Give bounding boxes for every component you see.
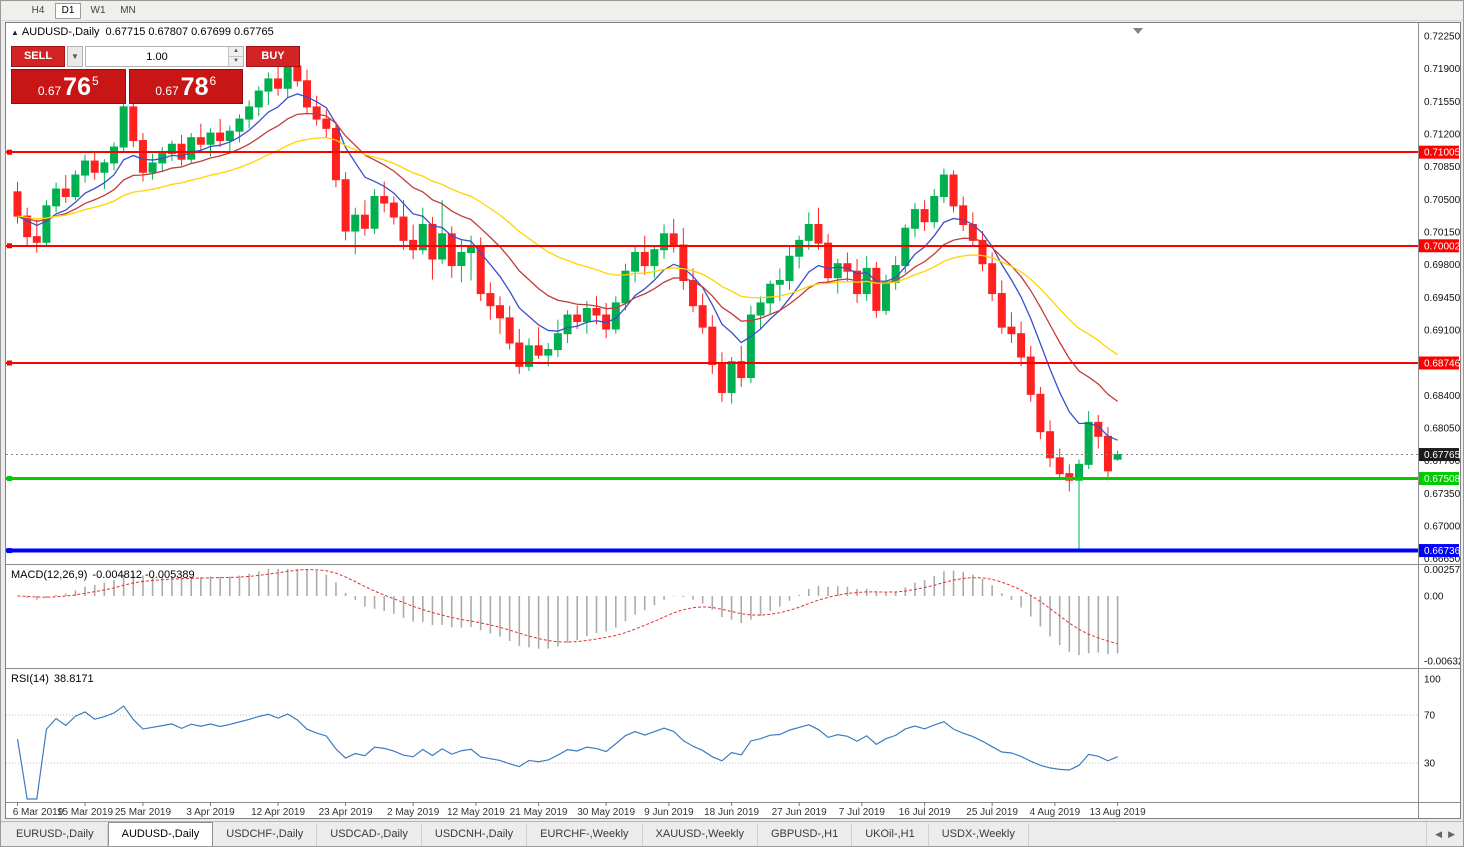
svg-text:-0.006326: -0.006326 [1424, 657, 1460, 668]
svg-text:27 Jun 2019: 27 Jun 2019 [772, 807, 827, 818]
svg-text:0.69450: 0.69450 [1424, 293, 1460, 304]
macd-values: -0.004812 -0.005389 [92, 569, 195, 581]
svg-text:100: 100 [1424, 675, 1441, 686]
chart-tab-usdcnh-daily[interactable]: USDCNH-,Daily [422, 824, 528, 846]
svg-text:3 Apr 2019: 3 Apr 2019 [186, 807, 235, 818]
svg-text:0.68746: 0.68746 [1424, 358, 1460, 369]
svg-text:25 Jul 2019: 25 Jul 2019 [966, 807, 1018, 818]
chart-tab-xauusd-weekly[interactable]: XAUUSD-,Weekly [643, 824, 758, 846]
chart-tab-eurchf-weekly[interactable]: EURCHF-,Weekly [527, 824, 643, 846]
svg-text:6 Mar 2019: 6 Mar 2019 [13, 807, 64, 818]
sell-button[interactable]: SELL [11, 46, 65, 67]
svg-text:25 Mar 2019: 25 Mar 2019 [115, 807, 172, 818]
svg-text:0.66736: 0.66736 [1424, 546, 1460, 557]
svg-text:2 May 2019: 2 May 2019 [387, 807, 440, 818]
tab-scroll-controls: ◀ ▶ [1426, 822, 1463, 846]
svg-text:0.72250: 0.72250 [1424, 32, 1460, 43]
svg-text:7 Jul 2019: 7 Jul 2019 [839, 807, 886, 818]
svg-text:12 May 2019: 12 May 2019 [447, 807, 505, 818]
svg-text:0.002574: 0.002574 [1424, 565, 1460, 576]
svg-text:0.70850: 0.70850 [1424, 162, 1460, 173]
chart-tab-usdx-weekly[interactable]: USDX-,Weekly [929, 824, 1029, 846]
volume-up-icon[interactable]: ▲ [229, 47, 243, 56]
svg-text:0.68050: 0.68050 [1424, 423, 1460, 434]
chart-symbol-label: AUDUSD-,Daily [21, 26, 100, 38]
macd-name: MACD(12,26,9) [11, 569, 88, 581]
volume-dropdown-icon[interactable]: ▼ [67, 46, 83, 67]
chart-ohlc-values: 0.67715 0.67807 0.67699 0.67765 [105, 26, 274, 38]
svg-text:23 Apr 2019: 23 Apr 2019 [319, 807, 373, 818]
one-click-trade-panel: SELL ▼ ▲ ▼ BUY 0.67 76 5 0.6 [11, 46, 300, 104]
svg-text:16 Jul 2019: 16 Jul 2019 [899, 807, 951, 818]
svg-text:70: 70 [1424, 711, 1436, 722]
svg-text:0.71550: 0.71550 [1424, 97, 1460, 108]
chart-tabs: EURUSD-,Daily AUDUSD-,Daily USDCHF-,Daily U… [3, 822, 1029, 846]
svg-text:30 May 2019: 30 May 2019 [577, 807, 635, 818]
chart-tab-bar: EURUSD-,Daily AUDUSD-,Daily USDCHF-,Daily U… [1, 821, 1463, 846]
chart-tab-ukoil-h1[interactable]: UKOil-,H1 [852, 824, 929, 846]
tab-scroll-right-icon[interactable]: ▶ [1448, 828, 1455, 839]
svg-text:0.69100: 0.69100 [1424, 325, 1460, 336]
one-click-panel-toggle-icon[interactable]: ▲ [11, 28, 19, 37]
svg-text:4 Aug 2019: 4 Aug 2019 [1030, 807, 1081, 818]
timeframe-button-w1[interactable]: W1 [90, 5, 106, 16]
timeframe-button-mn[interactable]: MN [120, 5, 136, 16]
svg-text:15 Mar 2019: 15 Mar 2019 [57, 807, 114, 818]
timeframe-button-h4[interactable]: H4 [31, 5, 45, 16]
rsi-indicator-label: RSI(14) 38.8171 [11, 673, 94, 685]
svg-text:0.68400: 0.68400 [1424, 391, 1460, 402]
svg-text:0.67508: 0.67508 [1424, 474, 1460, 485]
buy-price-big: 78 [180, 72, 209, 101]
timeframe-button-d1[interactable]: D1 [55, 3, 81, 19]
chart-title: ▲ AUDUSD-,Daily 0.67715 0.67807 0.67699 0.… [11, 26, 274, 38]
chart-tab-audusd-daily[interactable]: AUDUSD-,Daily [107, 822, 214, 846]
sell-price-prefix: 0.67 [37, 83, 62, 98]
buy-button[interactable]: BUY [246, 46, 300, 67]
chart-canvas[interactable]: 0.72250 0.71900 0.71550 0.71200 0.70850 0.705… [6, 23, 1460, 818]
svg-text:13 Aug 2019: 13 Aug 2019 [1090, 807, 1147, 818]
svg-text:0.71900: 0.71900 [1424, 64, 1460, 75]
svg-text:0.71200: 0.71200 [1424, 129, 1460, 140]
chart-window: 0.72250 0.71900 0.71550 0.71200 0.70850 0.705… [5, 22, 1461, 819]
svg-text:30: 30 [1424, 759, 1436, 770]
macd-indicator-label: MACD(12,26,9) -0.004812 -0.005389 [11, 569, 195, 581]
svg-text:0.71005: 0.71005 [1424, 148, 1460, 159]
svg-text:0.67350: 0.67350 [1424, 489, 1460, 500]
chart-tab-gbpusd-h1[interactable]: GBPUSD-,H1 [758, 824, 853, 846]
svg-text:0.67765: 0.67765 [1424, 450, 1460, 461]
buy-price-pipette: 6 [209, 73, 217, 88]
volume-stepper: ▲ ▼ [228, 47, 243, 66]
svg-text:0.69800: 0.69800 [1424, 260, 1460, 271]
chart-tab-usdchf-daily[interactable]: USDCHF-,Daily [213, 824, 318, 846]
svg-text:0.67700: 0.67700 [1424, 456, 1460, 467]
rsi-value: 38.8171 [53, 673, 94, 685]
rsi-name: RSI(14) [11, 673, 49, 685]
svg-text:9 Jun 2019: 9 Jun 2019 [644, 807, 694, 818]
sell-price-pipette: 5 [91, 73, 99, 88]
volume-down-icon[interactable]: ▼ [229, 56, 243, 66]
volume-input[interactable] [86, 47, 228, 66]
tab-scroll-left-icon[interactable]: ◀ [1435, 828, 1443, 839]
svg-text:18 Jun 2019: 18 Jun 2019 [704, 807, 759, 818]
buy-price-prefix: 0.67 [155, 83, 179, 98]
svg-text:0.66650: 0.66650 [1424, 554, 1460, 565]
svg-text:0.67000: 0.67000 [1424, 521, 1460, 532]
chart-tab-eurusd-daily[interactable]: EURUSD-,Daily [3, 824, 108, 846]
sell-price-big: 76 [63, 72, 91, 101]
svg-text:0.70002: 0.70002 [1424, 241, 1460, 252]
buy-price-box[interactable]: 0.67 78 6 [128, 69, 243, 104]
svg-text:12 Apr 2019: 12 Apr 2019 [251, 807, 305, 818]
timeframe-toolbar: H4 D1 W1 MN [1, 2, 1463, 21]
sell-price-box[interactable]: 0.67 76 5 [11, 69, 126, 104]
svg-text:21 May 2019: 21 May 2019 [510, 807, 568, 818]
svg-text:0.70150: 0.70150 [1424, 227, 1460, 238]
chart-tab-usdcad-daily[interactable]: USDCAD-,Daily [317, 824, 422, 846]
svg-text:0.00: 0.00 [1424, 592, 1444, 603]
svg-text:0.70500: 0.70500 [1424, 195, 1460, 206]
